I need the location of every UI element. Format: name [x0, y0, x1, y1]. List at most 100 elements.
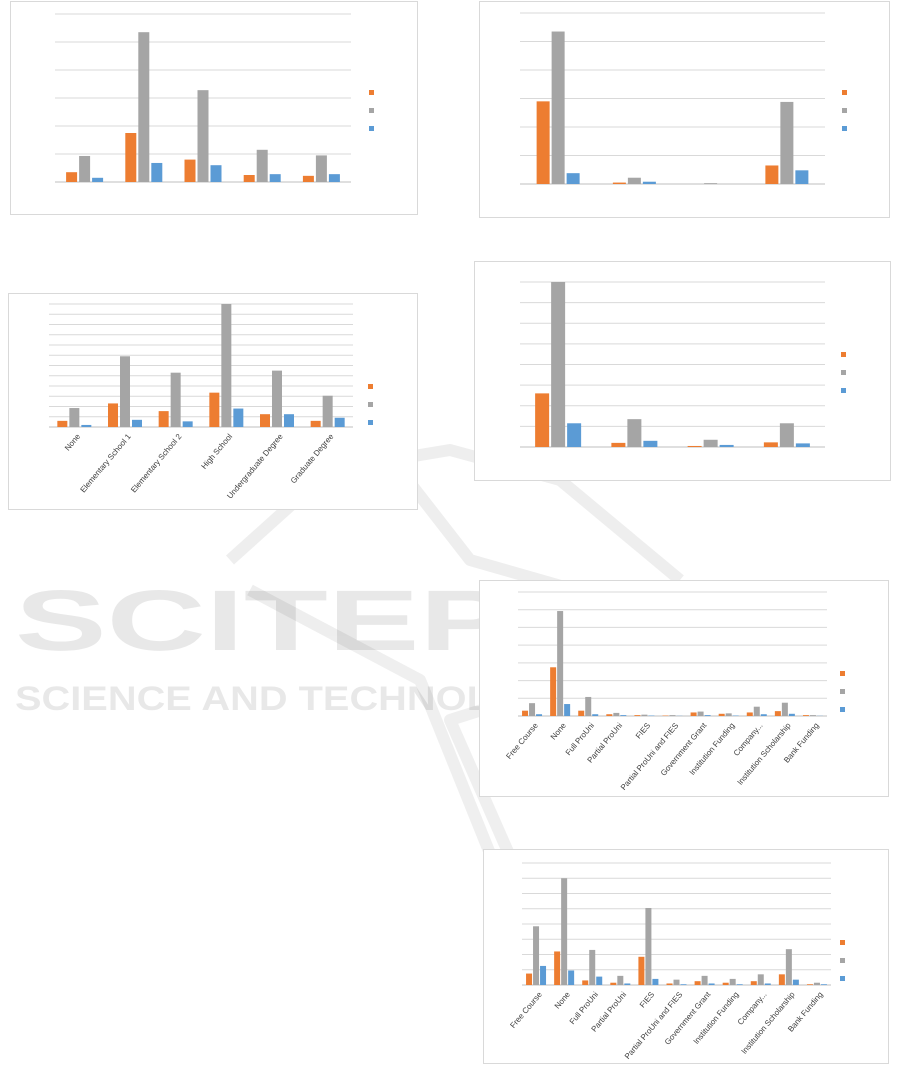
x-tick-label: Institution Scholarship	[735, 721, 793, 787]
bar-series-3	[334, 417, 345, 427]
bar-series-1	[610, 982, 617, 985]
bar-series-1	[158, 411, 169, 427]
bar-series-2	[617, 975, 624, 985]
bar-series-2	[120, 356, 130, 427]
bar-series-2	[79, 155, 91, 182]
x-tick-label: None	[549, 721, 569, 742]
legend-marker-2	[369, 108, 374, 113]
bar-series-2	[69, 408, 80, 427]
bar-series-1	[535, 393, 550, 447]
bar-series-2	[729, 978, 736, 985]
legend-marker-3	[841, 388, 846, 393]
bar-series-3	[81, 424, 92, 427]
bar-series-3	[596, 976, 603, 985]
bar-series-2	[585, 696, 592, 716]
bar-series-3	[643, 440, 658, 447]
bar-series-1	[774, 711, 781, 716]
bar-series-1	[806, 984, 813, 985]
bar-series-1	[578, 710, 585, 716]
bar-series-1	[184, 159, 196, 182]
bar-series-2	[780, 101, 794, 184]
bar-series-1	[260, 414, 270, 427]
bar-series-2	[272, 370, 282, 427]
bar-series-3	[328, 174, 340, 182]
bar-series-1	[526, 973, 533, 985]
bar-series-2	[669, 715, 676, 716]
bar-series-2	[627, 419, 642, 447]
bar-series-3	[132, 419, 142, 427]
bar-series-1	[746, 712, 753, 716]
legend-marker-3	[368, 420, 373, 425]
x-tick-label: Elementary School 1	[78, 432, 133, 495]
legend-marker-3	[369, 126, 374, 131]
legend-marker-1	[368, 384, 373, 389]
bar-series-2	[725, 713, 732, 716]
x-tick-label: None	[553, 990, 573, 1011]
bar-series-2	[779, 423, 794, 447]
legend-marker-1	[841, 352, 846, 357]
bar-series-2	[645, 907, 652, 985]
bar-series-1	[750, 981, 757, 985]
bar-series-1	[125, 133, 137, 182]
chart-4	[520, 281, 846, 448]
bar-series-2	[529, 703, 536, 716]
bar-series-2	[753, 706, 760, 716]
bar-series-3	[708, 983, 715, 985]
bar-series-2	[315, 155, 327, 182]
bar-series-1	[243, 175, 255, 182]
bar-series-2	[197, 90, 209, 182]
legend-marker-3	[840, 707, 845, 712]
bar-series-1	[66, 172, 78, 182]
bar-series-2	[641, 714, 648, 716]
bar-series-1	[536, 101, 550, 184]
bar-series-2	[673, 979, 680, 985]
bar-series-2	[704, 183, 718, 184]
bar-series-1	[522, 710, 529, 716]
bar-series-3	[792, 979, 799, 985]
chart-panel-4	[474, 261, 891, 481]
bar-series-2	[533, 926, 540, 985]
bar-series-1	[108, 403, 118, 427]
bar-series-3	[620, 715, 627, 716]
bar-series-3	[567, 423, 582, 447]
bar-series-3	[652, 978, 659, 985]
bar-series-3	[788, 713, 795, 716]
bar-series-1	[765, 165, 779, 184]
bar-series-2	[256, 149, 268, 182]
bar-series-3	[592, 714, 599, 716]
bar-series-2	[809, 715, 816, 716]
bar-series-3	[540, 965, 547, 985]
bar-series-1	[554, 951, 561, 985]
bar-series-3	[624, 983, 631, 985]
bar-series-3	[820, 984, 827, 985]
bar-series-1	[690, 712, 697, 716]
x-tick-label: FIES	[638, 990, 656, 1009]
legend-marker-2	[842, 108, 847, 113]
chart-panel-1	[10, 1, 418, 215]
legend-marker-1	[369, 90, 374, 95]
bar-series-1	[611, 442, 626, 447]
bar-series-3	[564, 704, 571, 716]
bar-series-3	[284, 414, 294, 427]
chart-panel-6: Free Course None Full ProUni Partial ProUni…	[483, 849, 889, 1064]
legend-marker-2	[368, 402, 373, 407]
bar-series-1	[612, 182, 626, 184]
bar-series-2	[757, 974, 764, 985]
bar-series-1	[722, 982, 729, 985]
legend-marker-3	[842, 126, 847, 131]
x-tick-label: Undergraduate Degree	[225, 432, 285, 501]
legend-marker-3	[840, 976, 845, 981]
bar-series-1	[638, 956, 645, 985]
bar-series-1	[606, 714, 613, 716]
bar-series-3	[536, 714, 543, 716]
bar-series-3	[795, 443, 810, 447]
bar-series-1	[582, 980, 589, 985]
bar-series-3	[182, 421, 193, 427]
bar-series-3	[795, 170, 809, 184]
x-tick-label: High School	[200, 432, 235, 471]
bar-series-2	[781, 702, 788, 716]
legend-marker-1	[840, 671, 845, 676]
x-tick-label: Free Course	[504, 721, 540, 761]
bar-series-3	[680, 984, 687, 985]
bar-series-2	[701, 975, 708, 985]
